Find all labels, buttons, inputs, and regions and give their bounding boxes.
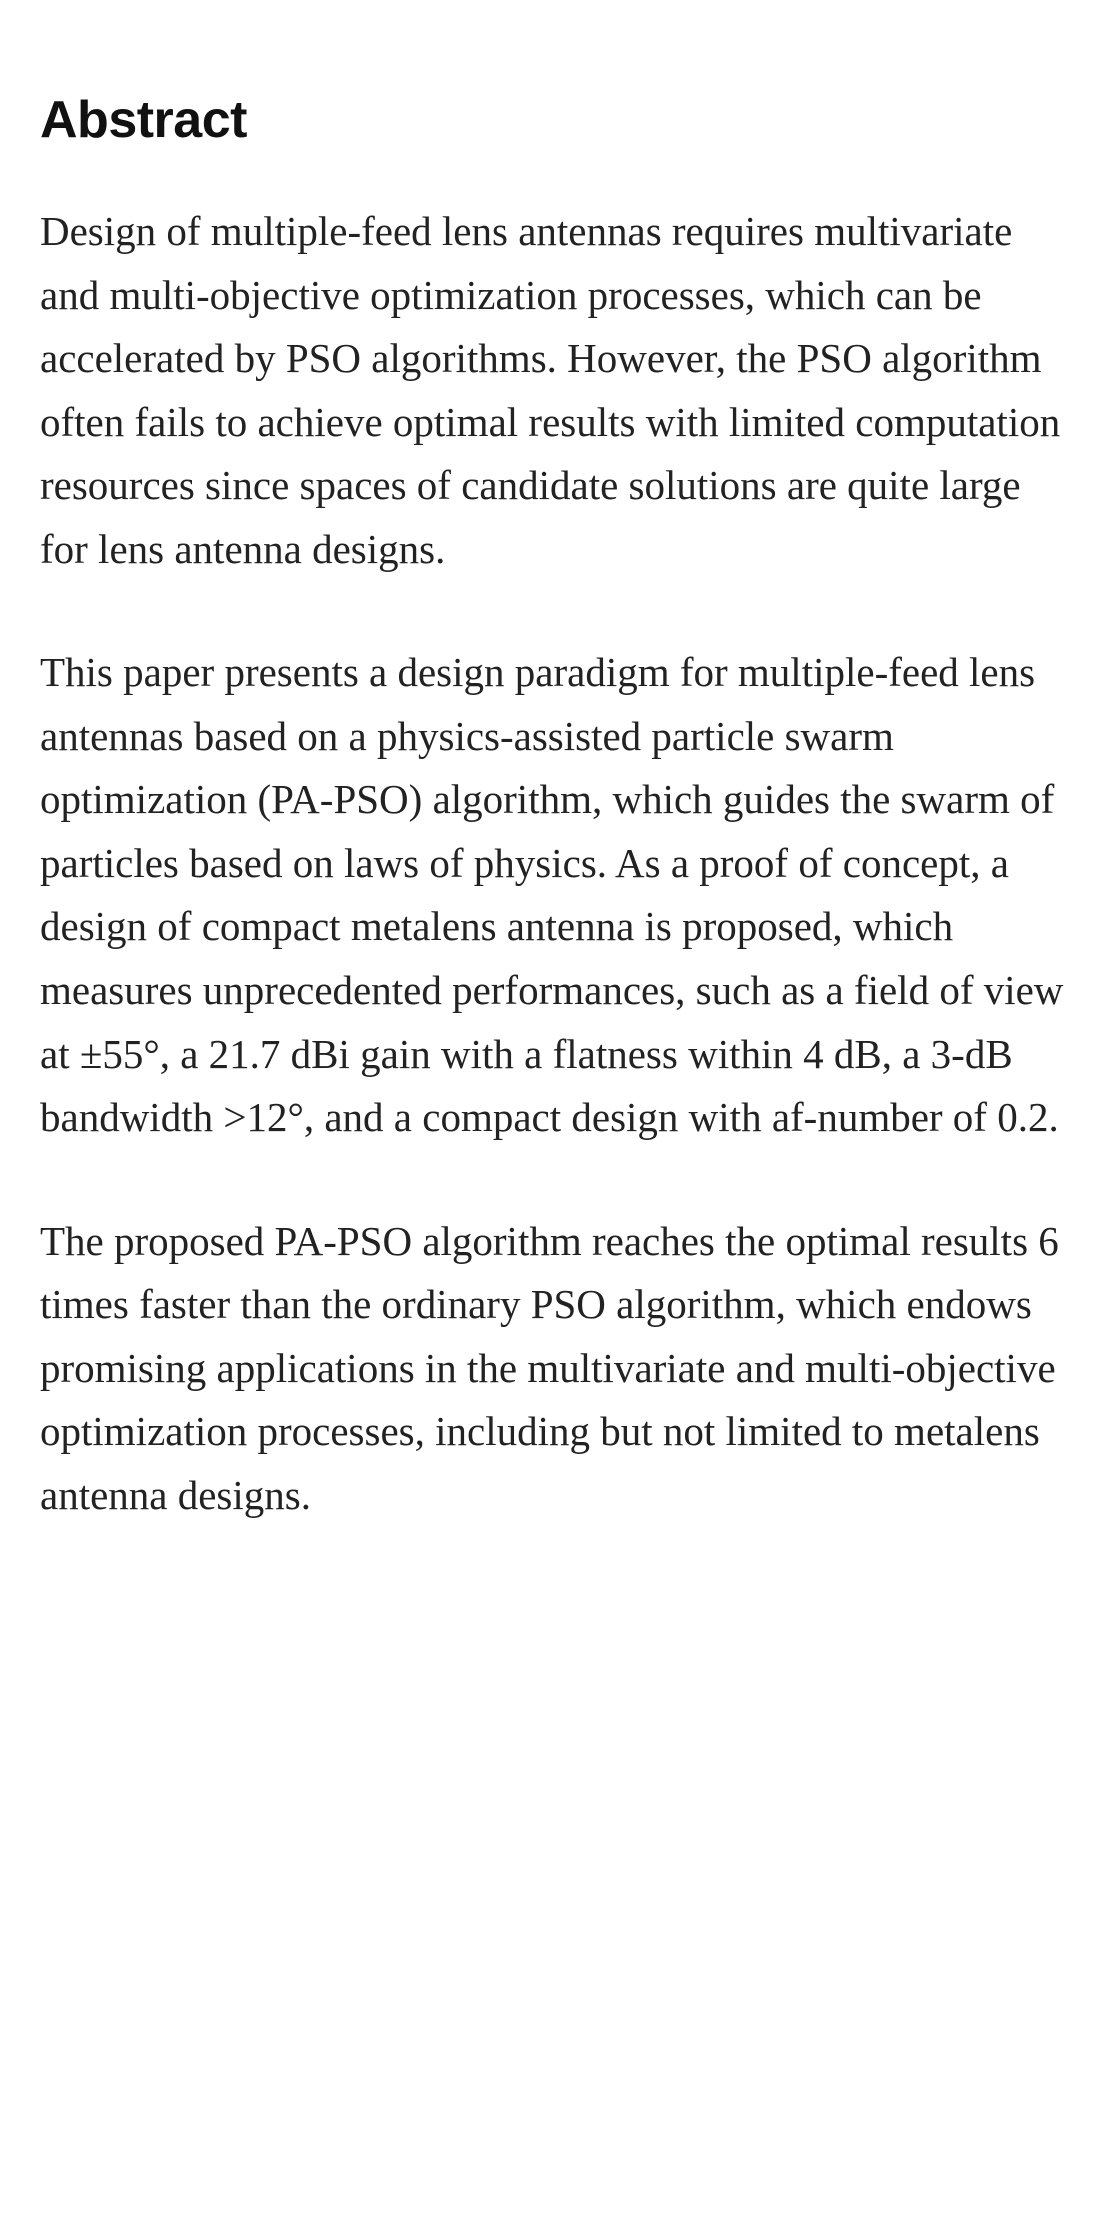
abstract-heading: Abstract — [40, 90, 1077, 150]
abstract-paragraph-2: This paper presents a design paradigm fo… — [40, 641, 1077, 1149]
abstract-paragraph-3: The proposed PA-PSO algorithm reaches th… — [40, 1210, 1077, 1528]
abstract-paragraph-1: Design of multiple-feed lens antennas re… — [40, 200, 1077, 581]
